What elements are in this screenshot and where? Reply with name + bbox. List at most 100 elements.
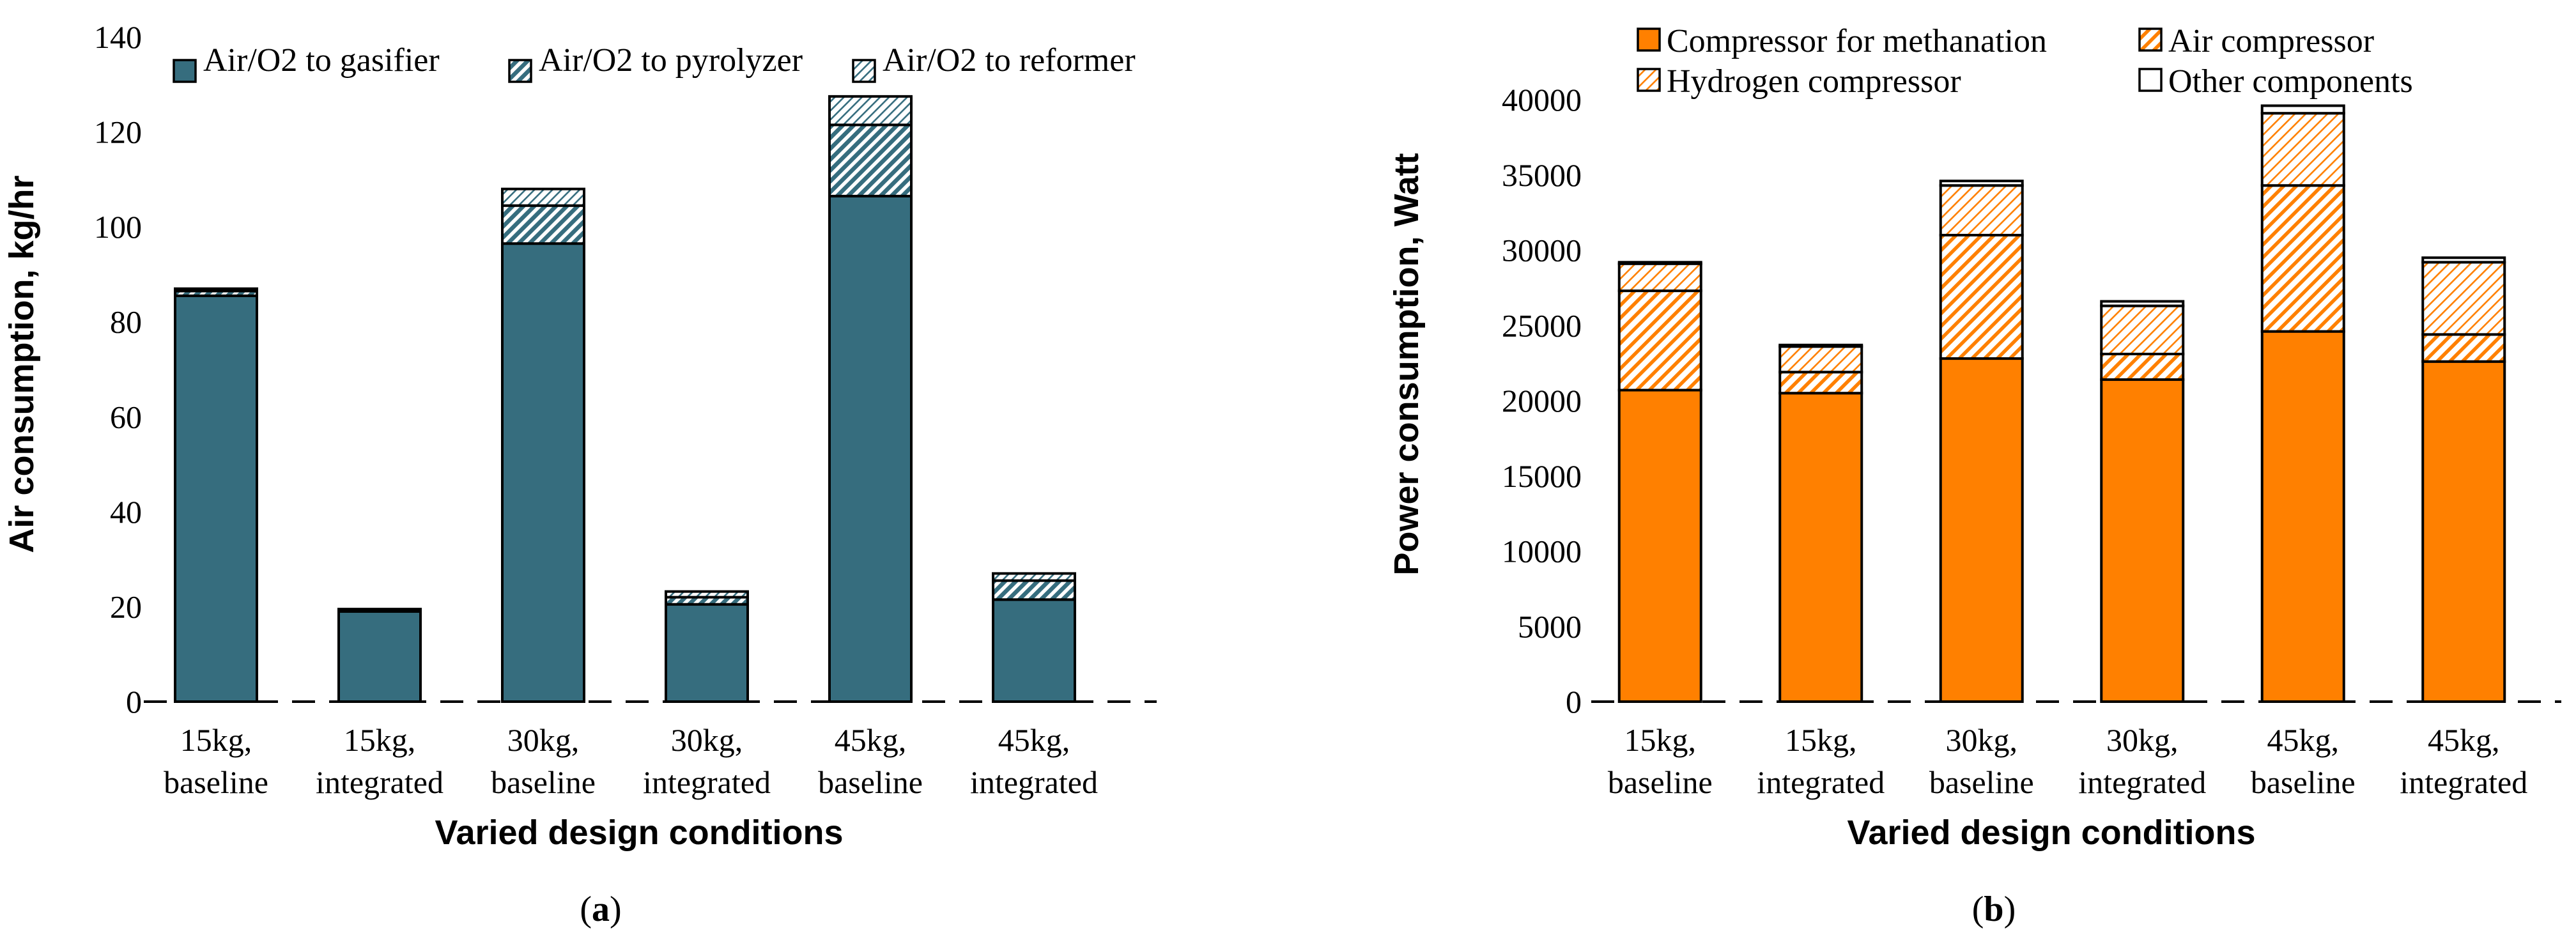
chart-panel-b: 0 5000 10000 15000 20000 25000 30000 35000 40000… (1387, 23, 2561, 852)
xtick-label-b: integrated (2400, 764, 2527, 800)
ytick-label-b: 40000 (1502, 82, 1582, 118)
xtick-label-b: 30kg, (1946, 722, 2018, 758)
bar-segment-a (665, 590, 749, 599)
caption-b: (b) (1972, 890, 2016, 929)
xtick-label-a: 45kg, (835, 722, 907, 758)
bar-segment-b (1939, 233, 2024, 360)
xtick-label-b: 45kg, (2428, 722, 2500, 758)
xtick-label-a: integrated (643, 764, 771, 800)
xtick-label-b: 15kg, (1624, 722, 1697, 758)
ytick-label-b: 5000 (1518, 608, 1582, 644)
xtick-label-a: 15kg, (180, 722, 252, 758)
bar-segment-b (1617, 289, 1702, 392)
legend-label-b: Hydrogen compressor (1667, 63, 1961, 100)
bar-segment-b (1939, 180, 2024, 187)
bar-segment-b (2100, 304, 2185, 355)
bar-segment-b (1939, 357, 2024, 703)
xtick-label-a: baseline (491, 764, 596, 800)
xtick-label-a: integrated (316, 764, 443, 800)
bar-segment-b (1617, 389, 1702, 703)
legend-label-b: Air compressor (2168, 23, 2374, 59)
xtick-label-a: integrated (970, 764, 1098, 800)
ytick-label-a: 60 (110, 399, 142, 435)
xtick-label-a: baseline (818, 764, 923, 800)
bar-segment-b (2260, 112, 2345, 187)
ytick-label-b: 15000 (1502, 458, 1582, 494)
legend-swatch-b (2138, 27, 2163, 52)
legend-label-a: Air/O2 to reformer (883, 42, 1136, 79)
legend-swatch-a (508, 59, 532, 83)
legend-label-b: Compressor for methanation (1667, 23, 2047, 59)
bar-segment-a (501, 204, 585, 245)
bar-segment-b (1617, 261, 1702, 265)
ytick-label-a: 100 (94, 209, 142, 245)
xtick-label-b: baseline (1608, 764, 1713, 800)
bar-segment-a (828, 194, 913, 704)
legend-swatch-b (2138, 68, 2163, 92)
caption-a: (a) (580, 890, 621, 929)
bar-segment-b (2260, 104, 2345, 115)
bar-segment-b (1778, 392, 1863, 703)
bar-segment-a (828, 123, 913, 197)
bar-segment-a (501, 187, 585, 207)
ytick-label-b: 20000 (1502, 383, 1582, 419)
xtick-label-b: integrated (1757, 764, 1885, 800)
legend-label-a: Air/O2 to pyrolyzer (539, 42, 803, 79)
ytick-label-a: 120 (94, 114, 142, 150)
bar-segment-b (1778, 345, 1863, 374)
xtick-label-b: 15kg, (1785, 722, 1857, 758)
bar-segment-a (665, 603, 749, 704)
bar-segment-b (2260, 330, 2345, 703)
bar-segment-a (174, 294, 258, 704)
bar-segment-a (992, 598, 1076, 703)
ytick-label-a: 80 (110, 304, 142, 340)
bar-segment-b (1778, 343, 1863, 348)
bar-segment-b (2421, 360, 2506, 703)
bar-segment-b (2100, 300, 2185, 307)
bar-segment-b (2100, 378, 2185, 704)
bar-segment-b (2421, 256, 2506, 264)
y-axis-title-a: Air consumption, kg/hr (3, 175, 41, 553)
xtick-label-a: 30kg, (507, 722, 580, 758)
ytick-label-a: 40 (110, 494, 142, 530)
ytick-label-b: 0 (1566, 684, 1582, 720)
legend-label-b: Other components (2168, 63, 2413, 100)
ytick-label-a: 20 (110, 589, 142, 624)
y-axis-title-b: Power consumption, Watt (1387, 153, 1426, 575)
bar-segment-a (992, 579, 1076, 601)
xtick-label-b: baseline (2251, 764, 2356, 800)
legend-label-a: Air/O2 to gasifier (203, 42, 440, 79)
bar-segment-b (2421, 261, 2506, 336)
xtick-label-b: 30kg, (2106, 722, 2179, 758)
ytick-label-b: 35000 (1502, 157, 1582, 193)
bar-segment-b (2100, 352, 2185, 381)
xtick-label-a: 15kg, (344, 722, 416, 758)
xtick-label-b: baseline (1929, 764, 2034, 800)
x-axis-title-b: Varied design conditions (1847, 813, 2255, 852)
bar-segment-a (337, 610, 422, 703)
legend-swatch-b (1637, 27, 1661, 52)
legend-swatch-a (852, 59, 876, 83)
ytick-label-a: 0 (126, 684, 142, 720)
xtick-label-b: integrated (2078, 764, 2206, 800)
bar-segment-a (174, 287, 258, 293)
legend-swatch-b (1637, 68, 1661, 92)
bar-segment-a (501, 242, 585, 703)
ytick-label-b: 30000 (1502, 233, 1582, 268)
xtick-label-a: 30kg, (671, 722, 743, 758)
bar-segment-b (1939, 184, 2024, 236)
legend-swatch-a (173, 59, 197, 83)
ytick-label-a: 140 (94, 19, 142, 55)
bar-segment-a (337, 608, 422, 612)
ytick-label-b: 10000 (1502, 534, 1582, 569)
xtick-label-a: 45kg, (998, 722, 1070, 758)
bar-segment-b (2421, 333, 2506, 363)
xtick-label-b: 45kg, (2267, 722, 2340, 758)
bar-segment-a (992, 572, 1076, 582)
bar-segment-b (1778, 371, 1863, 395)
bar-segment-b (1617, 262, 1702, 293)
x-axis-title-a: Varied design conditions (435, 813, 843, 852)
chart-panel-a: 0 20 40 60 80 100 120 140 Air consumption, kg/hr… (3, 19, 1157, 852)
bar-segment-b (2260, 184, 2345, 333)
